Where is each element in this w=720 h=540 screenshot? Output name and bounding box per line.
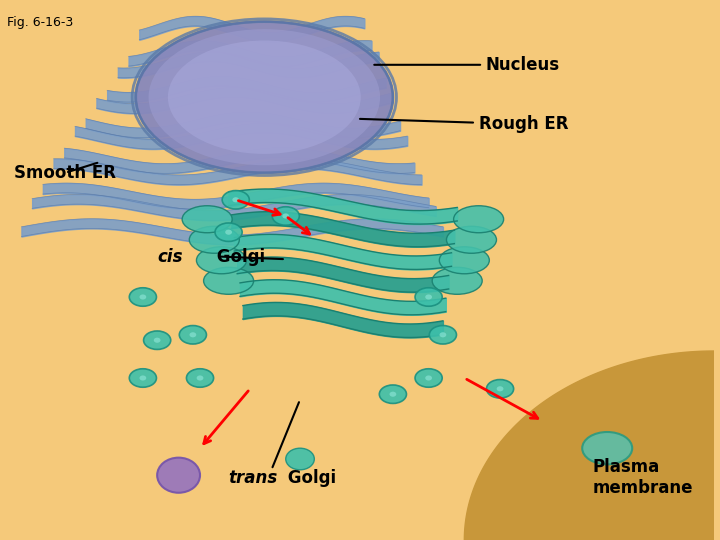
Ellipse shape — [148, 29, 380, 165]
Ellipse shape — [179, 326, 207, 344]
Text: Plasma
membrane: Plasma membrane — [593, 458, 693, 497]
Ellipse shape — [204, 267, 253, 294]
Ellipse shape — [168, 40, 361, 154]
Ellipse shape — [233, 197, 239, 202]
Ellipse shape — [154, 338, 161, 343]
Ellipse shape — [497, 386, 503, 391]
Text: trans: trans — [228, 469, 278, 487]
Ellipse shape — [143, 331, 171, 349]
Text: cis: cis — [157, 247, 183, 266]
Ellipse shape — [140, 294, 146, 300]
Ellipse shape — [197, 247, 246, 274]
Ellipse shape — [426, 375, 432, 381]
Ellipse shape — [415, 369, 442, 387]
Ellipse shape — [225, 230, 232, 235]
Text: Smooth ER: Smooth ER — [14, 163, 117, 182]
Ellipse shape — [282, 213, 289, 219]
Ellipse shape — [415, 288, 442, 306]
Ellipse shape — [189, 332, 197, 338]
Ellipse shape — [390, 392, 396, 397]
Ellipse shape — [136, 22, 393, 173]
Text: Nucleus: Nucleus — [374, 56, 560, 74]
Ellipse shape — [487, 380, 513, 398]
Ellipse shape — [157, 458, 200, 492]
Ellipse shape — [426, 294, 432, 300]
Ellipse shape — [582, 432, 632, 464]
Ellipse shape — [379, 385, 407, 403]
Ellipse shape — [429, 326, 456, 344]
Ellipse shape — [439, 332, 446, 338]
Text: Golgi: Golgi — [211, 247, 265, 266]
Ellipse shape — [286, 448, 315, 470]
Ellipse shape — [432, 267, 482, 294]
Ellipse shape — [439, 247, 490, 274]
Ellipse shape — [446, 226, 497, 253]
Ellipse shape — [272, 207, 300, 225]
Ellipse shape — [197, 375, 204, 381]
Text: Rough ER: Rough ER — [360, 115, 568, 133]
Ellipse shape — [222, 191, 249, 209]
Ellipse shape — [215, 223, 242, 241]
Ellipse shape — [182, 206, 232, 233]
Text: Fig. 6-16-3: Fig. 6-16-3 — [7, 16, 73, 29]
Ellipse shape — [189, 226, 239, 253]
Ellipse shape — [186, 369, 214, 387]
Ellipse shape — [130, 369, 156, 387]
Text: Golgi: Golgi — [282, 469, 336, 487]
Ellipse shape — [130, 288, 156, 306]
Ellipse shape — [140, 375, 146, 381]
Ellipse shape — [454, 206, 503, 233]
Polygon shape — [464, 351, 714, 540]
